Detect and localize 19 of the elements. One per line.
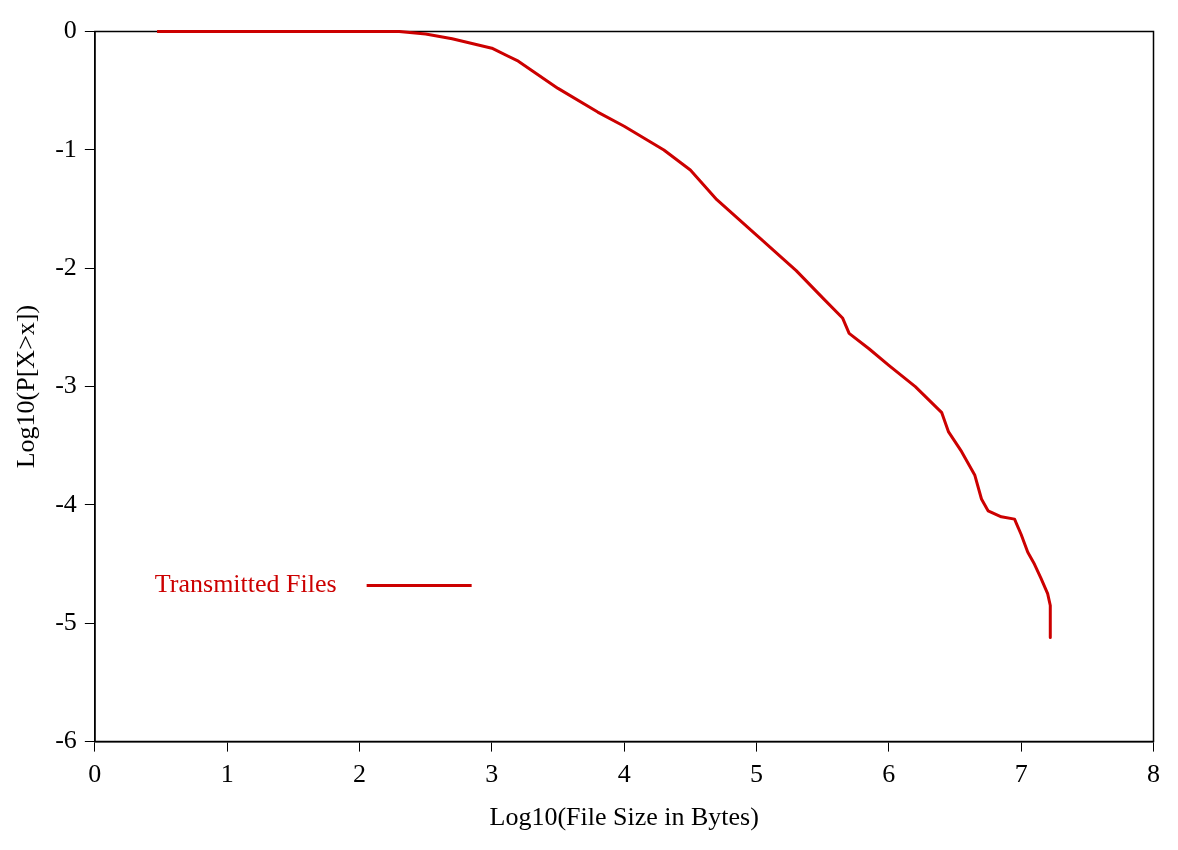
y-tick-label: -2 (55, 252, 77, 282)
y-tick-label: 0 (63, 15, 77, 45)
x-tick-label: 2 (353, 759, 367, 789)
legend-label: Transmitted Files (154, 569, 337, 599)
y-tick-label: -3 (55, 370, 77, 400)
x-tick-label: 4 (617, 759, 631, 789)
x-tick-label: 0 (88, 759, 102, 789)
x-tick-label: 5 (750, 759, 764, 789)
y-tick-label: -4 (55, 488, 77, 518)
x-tick-label: 6 (882, 759, 896, 789)
x-axis-title: Log10(File Size in Bytes) (489, 802, 759, 832)
x-tick-label: 3 (485, 759, 499, 789)
x-tick-label: 1 (220, 759, 234, 789)
y-tick-label: -5 (55, 607, 77, 637)
y-tick-label: -6 (55, 725, 77, 755)
x-tick-label: 8 (1147, 759, 1160, 789)
x-tick-label: 7 (1014, 759, 1028, 789)
y-tick-label: -1 (55, 133, 77, 163)
y-axis-title: Log10(P[X>x]) (11, 304, 41, 469)
